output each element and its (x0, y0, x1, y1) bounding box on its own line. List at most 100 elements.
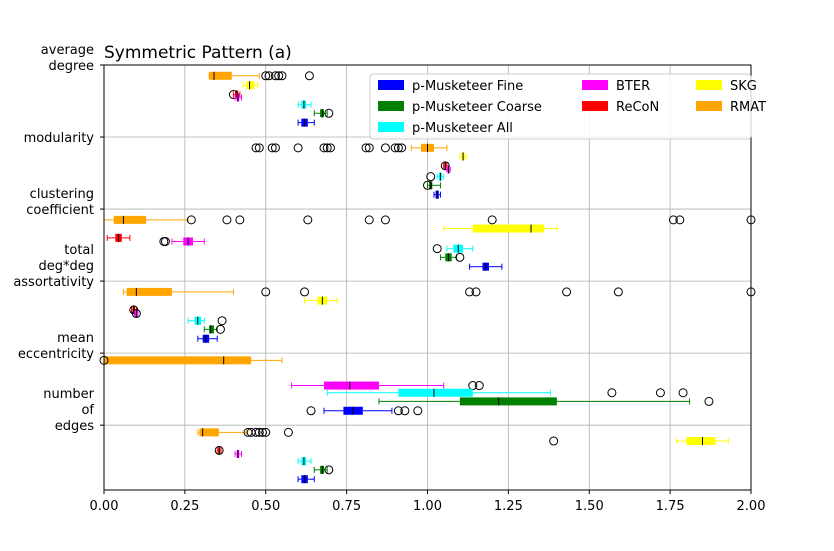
outlier-point (655, 388, 665, 398)
box-body (126, 287, 172, 296)
x-tick-label: 2.00 (737, 499, 766, 514)
y-tick-label: degree (48, 59, 94, 74)
legend-label: p-Musketeer Fine (412, 79, 523, 94)
outlier-point (678, 388, 688, 398)
box-p-musketeer-coarse (313, 108, 334, 118)
outlier-point (235, 215, 245, 225)
y-tick-label: modularity (24, 131, 95, 146)
box-rmat (103, 215, 756, 225)
box-body (472, 224, 544, 233)
outlier-point (413, 406, 423, 416)
x-tick-label: 0.25 (170, 499, 199, 514)
box-plots (99, 71, 756, 484)
x-tick-label: 1.25 (494, 499, 523, 514)
outlier-point (390, 143, 400, 153)
legend-label: ReCoN (616, 100, 659, 115)
outlier-point (254, 427, 264, 437)
outlier-point (668, 215, 678, 225)
x-tick-label: 1.75 (656, 499, 685, 514)
outlier-point (160, 236, 170, 246)
box-body (246, 81, 255, 90)
outlier-point (423, 180, 432, 190)
box-skg (304, 296, 338, 305)
box-p-musketeer-fine (433, 190, 441, 199)
box-p-musketeer-coarse (313, 465, 334, 475)
outlier-point (300, 287, 310, 297)
outlier-point (393, 143, 403, 153)
box-p-musketeer-all (187, 316, 227, 326)
legend-label: SKG (730, 79, 757, 94)
outlier-point (186, 215, 196, 225)
outlier-point (217, 316, 227, 326)
outlier-point (400, 406, 410, 416)
outlier-point (274, 71, 284, 81)
outlier-point (397, 143, 407, 153)
outlier-point (562, 287, 572, 297)
outlier-point (607, 388, 617, 398)
legend-label: p-Musketeer Coarse (412, 100, 542, 115)
outlier-point (325, 143, 335, 153)
legend-label: RMAT (730, 100, 766, 115)
y-tick-label: coefficient (26, 203, 94, 218)
outlier-point (324, 108, 334, 118)
box-body (113, 215, 147, 224)
outlier-point (364, 143, 374, 153)
y-tick-label: of (81, 403, 94, 418)
box-p-musketeer-all (297, 457, 312, 466)
legend-swatch (378, 80, 404, 90)
box-body (459, 397, 557, 406)
x-tick-label: 0.75 (332, 499, 361, 514)
outlier-point (267, 143, 277, 153)
outlier-point (264, 71, 274, 81)
outlier-point (471, 287, 481, 297)
legend-swatch (378, 122, 404, 132)
outlier-point (380, 143, 390, 153)
outlier-point (251, 143, 261, 153)
outlier-point (549, 436, 559, 446)
legend-label: BTER (616, 79, 650, 94)
outlier-point (324, 465, 334, 475)
box-bter (291, 381, 484, 391)
y-tick-label: eccentricity (18, 347, 94, 362)
outlier-point (215, 324, 225, 334)
outlier-point (364, 215, 374, 225)
box-p-musketeer-fine (297, 475, 315, 484)
legend: p-Musketeer Fine p-Musketeer Coarse p-Musk… (369, 73, 766, 140)
box-body (323, 381, 379, 390)
y-tick-label: deg*deg (38, 259, 94, 274)
y-tick-label: assortativity (13, 275, 94, 290)
box-body (686, 437, 716, 446)
outlier-point (283, 427, 293, 437)
outlier-point (465, 287, 475, 297)
y-tick-label: average (41, 43, 94, 58)
box-rmat (99, 355, 283, 365)
box-recon (214, 445, 224, 455)
box-bter (234, 449, 242, 458)
outlier-point (361, 143, 371, 153)
y-tick-label: total (64, 243, 94, 258)
box-rmat (122, 287, 756, 297)
box-body (199, 428, 219, 437)
box-p-musketeer-coarse (439, 252, 465, 262)
box-skg (242, 81, 259, 90)
outlier-point (293, 143, 303, 153)
legend-swatch (582, 101, 608, 111)
box-p-musketeer-all (432, 244, 474, 254)
outlier-point (277, 71, 287, 81)
outlier-point (254, 143, 264, 153)
outlier-point (380, 215, 390, 225)
x-tick-label: 1.50 (575, 499, 604, 514)
legend-swatch (582, 80, 608, 90)
legend-swatch (696, 101, 722, 111)
outlier-point (675, 215, 685, 225)
outlier-point (261, 287, 271, 297)
x-tick-label: 0.50 (251, 499, 280, 514)
outlier-point (270, 143, 280, 153)
outlier-point (322, 143, 332, 153)
box-recon (106, 233, 131, 242)
box-p-musketeer-fine (297, 118, 315, 127)
x-axis: 0.00 0.25 0.50 0.75 1.00 1.25 1.50 1.75 2.00 (90, 490, 766, 514)
box-body (209, 325, 214, 334)
y-tick-label: clustering (30, 187, 94, 202)
